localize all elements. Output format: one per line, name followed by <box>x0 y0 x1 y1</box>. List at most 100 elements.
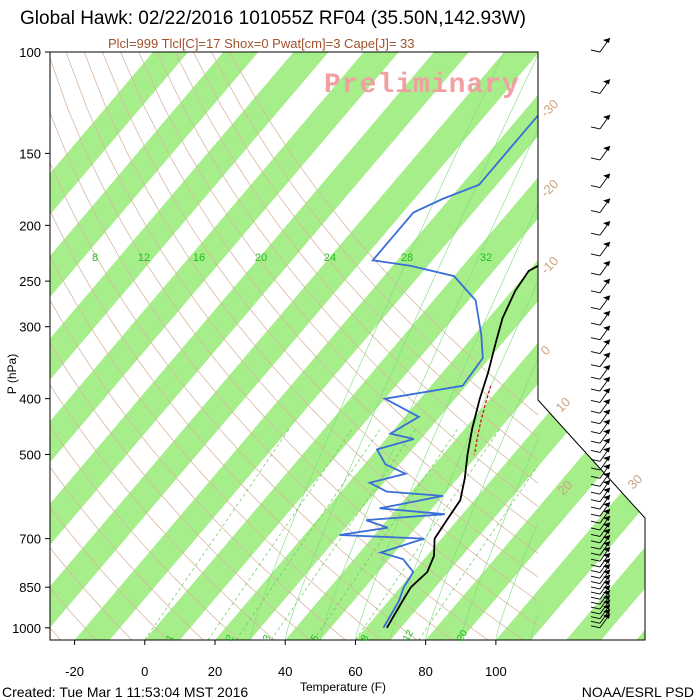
barb-flag <box>603 480 610 486</box>
barb-feather <box>590 49 601 53</box>
barb-feather <box>590 210 601 213</box>
theta-e-label: 32 <box>480 252 492 264</box>
barb-flag <box>603 495 610 501</box>
mixing-ratio-line <box>207 427 354 640</box>
dry-adiabat <box>50 425 239 640</box>
barb-flag <box>603 613 610 619</box>
wind-barb <box>590 447 611 462</box>
series-dewpoint <box>339 114 538 629</box>
dry-adiabat <box>50 587 97 640</box>
wind-barb <box>590 409 611 425</box>
dry-adiabat <box>65 52 538 626</box>
wind-barb <box>590 579 611 595</box>
created-timestamp: Created: Tue Mar 1 11:53:04 MST 2016 <box>2 684 249 700</box>
series-temperature <box>386 264 538 629</box>
barb-feather <box>590 616 601 620</box>
dry-adiabat <box>229 52 538 416</box>
barb-feather <box>590 399 601 403</box>
mixing-ratio-line <box>355 427 501 640</box>
mixing-ratio-line <box>313 427 459 640</box>
wind-barb <box>590 398 611 414</box>
barb-feather <box>590 431 601 435</box>
wind-barb <box>590 352 611 368</box>
isotherm-label: -30 <box>538 96 562 120</box>
barb-flag <box>603 295 610 301</box>
dry-adiabat <box>138 52 538 531</box>
y-tick-label: 850 <box>19 580 41 595</box>
barb-feather <box>590 499 601 503</box>
barb-flag <box>603 365 610 371</box>
dry-adiabat <box>50 466 204 640</box>
wind-barb <box>590 438 611 453</box>
x-tick-label: 0 <box>141 664 148 679</box>
wind-barb <box>590 388 611 403</box>
dry-adiabat <box>50 299 346 640</box>
barb-feather <box>590 506 601 510</box>
wind-barb <box>590 198 611 213</box>
barb-flag <box>603 522 610 528</box>
mixing-ratio-label: 3 <box>261 633 274 644</box>
series-parcel <box>473 385 492 455</box>
barb-feather <box>590 467 601 471</box>
preliminary-watermark: Preliminary <box>324 70 520 101</box>
barb-feather <box>590 606 601 610</box>
barb-flag <box>603 552 610 558</box>
dry-adiabats <box>50 52 538 640</box>
y-tick-label: 250 <box>19 274 41 289</box>
x-tick-label: -20 <box>65 664 84 679</box>
barb-flag <box>603 311 610 317</box>
wind-barb <box>590 558 611 574</box>
barb-flag <box>603 409 610 415</box>
theta-e-label: 12 <box>138 252 150 264</box>
barb-feather <box>590 388 601 392</box>
barb-flag <box>603 464 610 470</box>
y-tick-label: 200 <box>19 218 41 233</box>
barb-feather <box>590 520 601 524</box>
barb-flag <box>603 604 610 610</box>
plot-frame <box>49 51 646 641</box>
wind-barb <box>590 522 611 537</box>
wind-barb <box>590 487 611 503</box>
profile-series <box>339 114 538 629</box>
isotherm-band <box>636 52 645 640</box>
barb-feather <box>590 307 601 310</box>
wind-barb <box>590 515 611 531</box>
wind-barb <box>590 584 611 600</box>
wind-barb <box>590 589 611 605</box>
barb-flag <box>603 145 610 151</box>
mixing-ratio-line <box>235 427 382 640</box>
dry-adiabat <box>83 52 538 602</box>
barb-feather <box>590 564 601 568</box>
barb-flag <box>603 38 610 43</box>
barb-flag <box>603 502 610 508</box>
barb-flag <box>603 325 610 331</box>
dry-adiabat <box>174 52 538 484</box>
barb-flag <box>603 487 610 493</box>
wind-barb <box>590 278 611 294</box>
barb-feather <box>590 581 601 585</box>
barb-flag <box>603 455 610 461</box>
barb-feather <box>590 601 601 605</box>
mixing-ratio-label: 8 <box>359 633 372 644</box>
isotherm-bands <box>50 52 645 640</box>
credit-label: NOAA/ESRL PSD <box>581 684 694 700</box>
mixing-ratio-line <box>144 427 291 640</box>
mixing-ratio-line <box>418 464 538 640</box>
moist-adiabat <box>460 438 538 640</box>
isotherm-band <box>74 52 610 640</box>
barb-flag <box>603 595 610 601</box>
dry-adiabat <box>50 209 417 640</box>
barb-feather <box>590 364 601 368</box>
barb-feather <box>590 440 601 444</box>
barb-feather <box>590 351 601 355</box>
moist-adiabat <box>249 52 505 640</box>
barb-flag <box>603 580 610 586</box>
wind-barb <box>590 339 611 355</box>
wind-barb <box>590 574 611 590</box>
mixing-ratio-label: 5 <box>309 633 322 644</box>
barb-feather <box>590 421 601 425</box>
barb-flag <box>603 564 610 570</box>
isotherm-label: 30 <box>625 471 646 492</box>
wind-barb <box>590 546 611 562</box>
